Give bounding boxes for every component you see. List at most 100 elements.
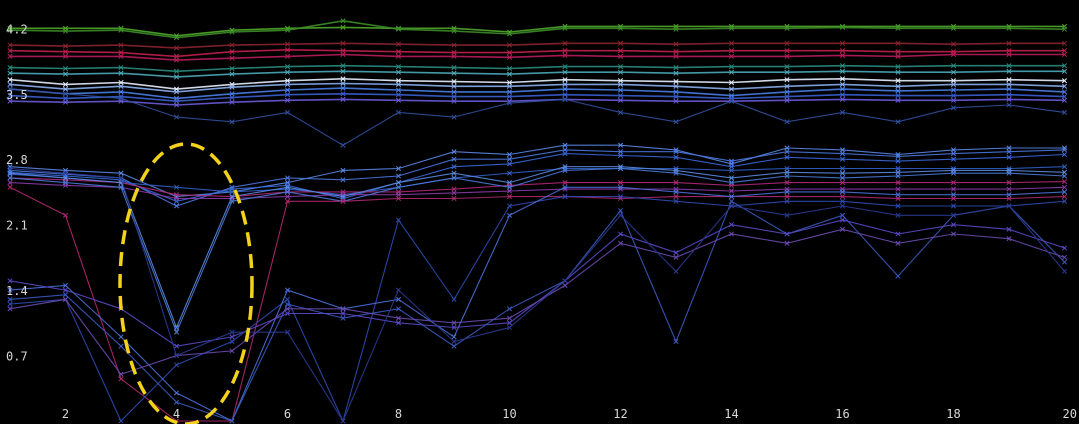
series-line [9, 177, 1065, 198]
data-point [673, 180, 679, 186]
data-point [728, 64, 735, 70]
data-point [839, 194, 846, 200]
data-point [895, 240, 901, 246]
data-point [895, 49, 901, 55]
data-point [451, 98, 457, 104]
data-point [1061, 259, 1068, 265]
data-point [1061, 40, 1068, 46]
data-point [839, 147, 846, 153]
data-point [950, 78, 957, 84]
data-point [1006, 192, 1012, 198]
tick-layer: 0.7 1.4 2.1 2.8 3.5 4.2 2 4 6 8 10 12 14 16 18 20 [6, 22, 1077, 421]
data-point [728, 158, 735, 164]
data-point [506, 54, 513, 60]
data-point [784, 145, 790, 151]
data-point [284, 287, 291, 293]
data-point [395, 195, 402, 202]
data-point [7, 180, 13, 186]
series-layer [7, 18, 1068, 424]
data-point [784, 69, 790, 75]
data-point [62, 91, 69, 97]
data-point [173, 68, 180, 74]
data-point [950, 63, 957, 69]
data-point [7, 170, 13, 176]
data-point [284, 87, 291, 93]
data-point [118, 89, 124, 95]
data-point [340, 85, 346, 91]
data-point [229, 84, 235, 90]
data-point [62, 65, 69, 72]
data-point [506, 156, 513, 162]
series-line [10, 53, 1065, 61]
data-point [839, 63, 846, 69]
data-point [340, 63, 346, 69]
data-point [340, 18, 346, 24]
data-point [173, 390, 180, 396]
x-tick-label: 14 [724, 407, 738, 421]
data-point [1006, 92, 1012, 98]
data-point [895, 186, 901, 192]
data-point [562, 48, 568, 54]
data-point [451, 94, 457, 100]
data-point [617, 87, 624, 93]
data-point [284, 109, 291, 116]
data-point [340, 306, 346, 312]
data-point [229, 418, 235, 424]
data-point [784, 240, 790, 246]
data-point [229, 49, 235, 55]
data-point [7, 48, 13, 54]
data-point [118, 418, 124, 424]
data-point [284, 194, 291, 200]
data-point [1061, 164, 1068, 170]
data-point [118, 334, 124, 340]
series-line [9, 64, 1065, 73]
data-point [451, 70, 457, 76]
data-point [895, 25, 901, 31]
data-point [62, 28, 69, 34]
data-point [451, 170, 457, 176]
data-point [173, 203, 180, 209]
data-point [284, 301, 291, 307]
data-point [950, 105, 957, 111]
data-point [451, 186, 457, 192]
data-point [229, 334, 235, 340]
series-line [9, 182, 1065, 200]
data-point [62, 170, 69, 176]
data-point [506, 320, 513, 326]
data-point [895, 203, 901, 209]
data-point [506, 31, 513, 37]
data-point [506, 180, 513, 186]
data-point [284, 182, 291, 188]
data-point [118, 83, 124, 89]
y-tick-label: 2.1 [6, 219, 28, 233]
data-point [62, 99, 69, 105]
data-point [118, 70, 124, 76]
data-point [617, 53, 624, 59]
data-point [673, 254, 679, 260]
data-point [395, 69, 402, 75]
data-point [617, 208, 624, 214]
data-point [784, 173, 790, 179]
data-point [1006, 40, 1012, 46]
data-point [562, 151, 568, 157]
data-point [839, 203, 846, 209]
data-point [617, 64, 624, 70]
data-point [1061, 184, 1068, 190]
data-point [895, 69, 901, 75]
data-point [784, 64, 790, 70]
data-point [284, 81, 291, 87]
data-point [950, 93, 957, 99]
data-point [562, 167, 568, 173]
series-line [9, 42, 1065, 49]
data-point [784, 48, 790, 54]
data-point [451, 79, 457, 85]
data-point [62, 43, 69, 49]
data-point [284, 97, 291, 103]
data-point [451, 164, 457, 170]
data-point [395, 217, 402, 223]
data-point [895, 119, 901, 125]
data-point [7, 296, 13, 303]
series-line [9, 167, 1065, 334]
data-point [728, 167, 735, 173]
